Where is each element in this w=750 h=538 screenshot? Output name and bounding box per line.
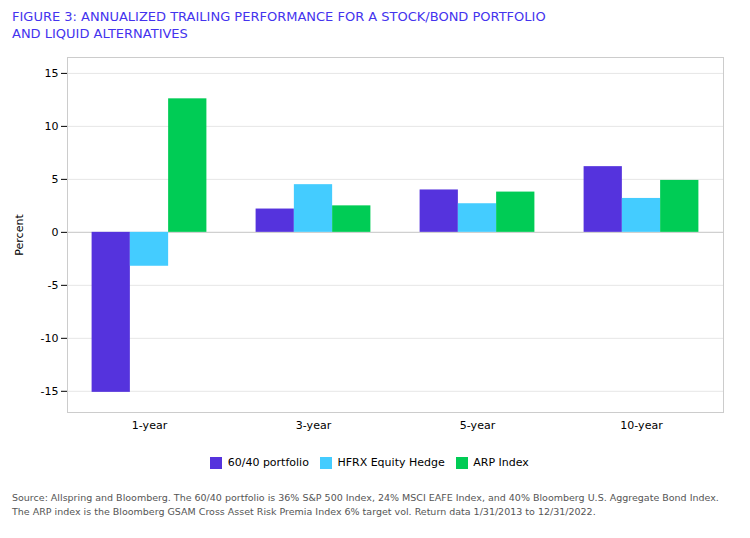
svg-text:-5: -5 xyxy=(48,279,59,292)
svg-text:10-year: 10-year xyxy=(620,419,663,432)
html-text:Source: Allspring and Bloomber: Source: Allspring and Bloomberg. The 60/… xyxy=(12,491,719,517)
svg-text:-15: -15 xyxy=(41,385,59,398)
svg-text:-10: -10 xyxy=(41,332,59,345)
svg-text:5: 5 xyxy=(52,173,59,186)
svg-text:1-year: 1-year xyxy=(132,419,168,432)
html-text:ARP Index: ARP Index xyxy=(473,456,529,469)
svg-text:3-year: 3-year xyxy=(296,419,332,432)
svg-text:Percent: Percent xyxy=(13,214,26,256)
html-text:HFRX Equity Hedge: HFRX Equity Hedge xyxy=(337,456,445,469)
svg-text:10: 10 xyxy=(45,120,59,133)
html-text:FIGURE 3: ANNUALIZED TRAILING: FIGURE 3: ANNUALIZED TRAILING PERFORMANC… xyxy=(12,9,546,24)
html-text:AND LIQUID ALTERNATIVES: AND LIQUID ALTERNATIVES xyxy=(12,26,188,41)
svg-text:15: 15 xyxy=(45,67,59,80)
svg-text:5-year: 5-year xyxy=(460,419,496,432)
svg-text:0: 0 xyxy=(52,226,59,239)
html-text:60/40 portfolio: 60/40 portfolio xyxy=(227,456,309,469)
